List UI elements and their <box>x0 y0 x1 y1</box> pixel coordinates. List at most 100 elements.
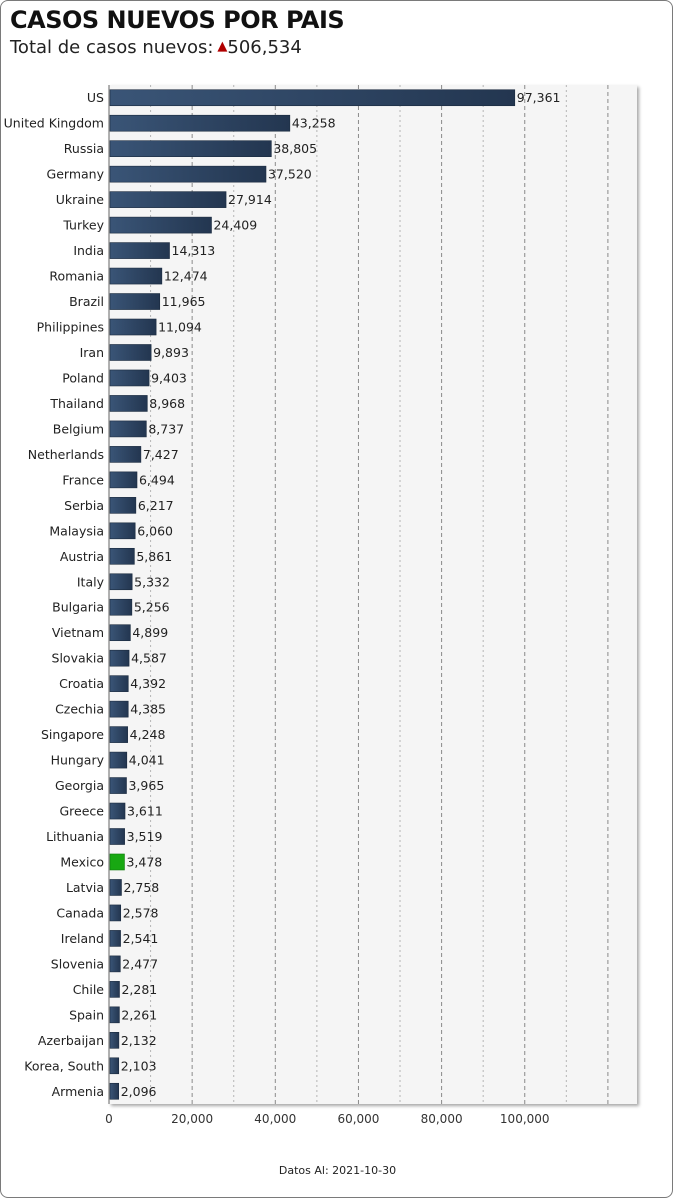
category-label: Ireland <box>61 931 104 946</box>
value-label: 37,520 <box>268 167 312 182</box>
bar <box>109 675 129 692</box>
value-label: 14,313 <box>172 243 216 258</box>
value-label: 27,914 <box>228 192 272 207</box>
value-label: 11,094 <box>158 320 202 335</box>
x-tick-label: 40,000 <box>254 1112 296 1126</box>
category-label: Austria <box>60 549 104 564</box>
bar <box>109 216 212 234</box>
category-label: Singapore <box>41 727 104 742</box>
value-label: 6,217 <box>138 498 174 513</box>
category-label: Croatia <box>59 676 104 691</box>
category-label: Netherlands <box>28 447 104 462</box>
value-label: 3,478 <box>126 854 162 869</box>
bar <box>109 624 131 642</box>
category-label: Romania <box>49 269 104 284</box>
category-label: Malaysia <box>49 523 104 538</box>
value-label: 5,332 <box>134 574 170 589</box>
category-label: Iran <box>80 345 104 360</box>
bar <box>109 879 122 896</box>
value-label: 2,578 <box>123 905 159 920</box>
bar <box>109 191 227 208</box>
value-label: 8,737 <box>148 421 184 436</box>
category-label: Lithuania <box>46 829 104 844</box>
value-label: 8,968 <box>149 396 185 411</box>
value-label: 6,494 <box>139 472 175 487</box>
category-label: Czechia <box>55 702 104 717</box>
bar <box>109 114 291 132</box>
value-label: 2,103 <box>121 1058 157 1073</box>
bar <box>109 777 127 794</box>
category-label: Slovenia <box>51 956 104 971</box>
bar <box>109 318 157 336</box>
value-label: 3,519 <box>127 829 163 844</box>
bar <box>109 573 133 591</box>
chart-subtitle: Total de casos nuevos: ▲506,534 <box>10 37 302 58</box>
bar <box>109 369 150 387</box>
bar <box>109 828 125 845</box>
bar <box>109 497 137 514</box>
value-label: 2,132 <box>121 1033 157 1048</box>
bar <box>109 89 516 107</box>
value-label: 4,899 <box>132 625 168 640</box>
value-label: 2,096 <box>121 1084 157 1099</box>
category-label: Belgium <box>53 421 104 436</box>
category-label: Slovakia <box>52 651 104 666</box>
up-arrow-icon: ▲ <box>217 39 228 54</box>
bar <box>109 547 135 565</box>
value-label: 24,409 <box>213 218 257 233</box>
bar-chart: 0 20,000 40,000 60,000 80,000 100,000 US 97,361… <box>4 85 637 1126</box>
category-label: Russia <box>64 141 104 156</box>
bar <box>109 904 122 922</box>
value-label: 4,587 <box>131 651 167 666</box>
category-label: Italy <box>77 574 105 589</box>
bar <box>109 267 163 285</box>
category-label: Chile <box>73 982 105 997</box>
value-label: 4,248 <box>130 727 166 742</box>
value-label: 9,403 <box>151 370 187 385</box>
category-label: Mexico <box>60 854 104 869</box>
category-label: Georgia <box>55 778 104 793</box>
value-label: 5,256 <box>134 600 170 615</box>
bar <box>109 1082 120 1100</box>
value-label: 2,477 <box>122 956 158 971</box>
category-label: Thailand <box>49 396 104 411</box>
category-label: Korea, South <box>24 1058 104 1073</box>
bar <box>109 1032 120 1049</box>
bar <box>109 420 147 438</box>
category-label: US <box>87 90 104 105</box>
plot-area <box>109 85 637 1104</box>
x-tick-label: 100,000 <box>500 1112 550 1126</box>
category-label: Armenia <box>52 1084 104 1099</box>
value-label: 2,261 <box>121 1007 157 1022</box>
value-label: 7,427 <box>143 447 179 462</box>
x-tick-label: 0 <box>105 1112 113 1126</box>
category-label: Bulgaria <box>52 600 104 615</box>
value-label: 12,474 <box>164 269 208 284</box>
chart-title: CASOS NUEVOS POR PAIS <box>10 6 345 34</box>
category-label: Hungary <box>51 753 105 768</box>
category-label: Spain <box>69 1007 104 1022</box>
bar <box>109 471 138 489</box>
category-label: Canada <box>56 905 104 920</box>
bar <box>109 649 130 667</box>
value-label: 4,041 <box>129 753 165 768</box>
value-label: 5,861 <box>136 549 172 564</box>
bar <box>109 700 129 718</box>
value-label: 2,281 <box>121 982 157 997</box>
category-label: Azerbaijan <box>38 1033 104 1048</box>
subtitle-label: Total de casos nuevos: <box>10 37 214 58</box>
bar <box>109 598 133 616</box>
category-label: Ukraine <box>56 192 105 207</box>
value-label: 9,893 <box>153 345 189 360</box>
category-label: France <box>62 472 104 487</box>
bar <box>109 165 267 183</box>
bar <box>109 981 120 998</box>
category-label: Turkey <box>62 218 104 233</box>
value-label: 4,385 <box>130 702 166 717</box>
bar <box>109 726 128 743</box>
value-label: 2,758 <box>123 880 159 895</box>
value-label: 11,965 <box>162 294 206 309</box>
category-label: Poland <box>62 370 104 385</box>
category-label: Latvia <box>66 880 104 895</box>
value-label: 97,361 <box>517 90 561 105</box>
